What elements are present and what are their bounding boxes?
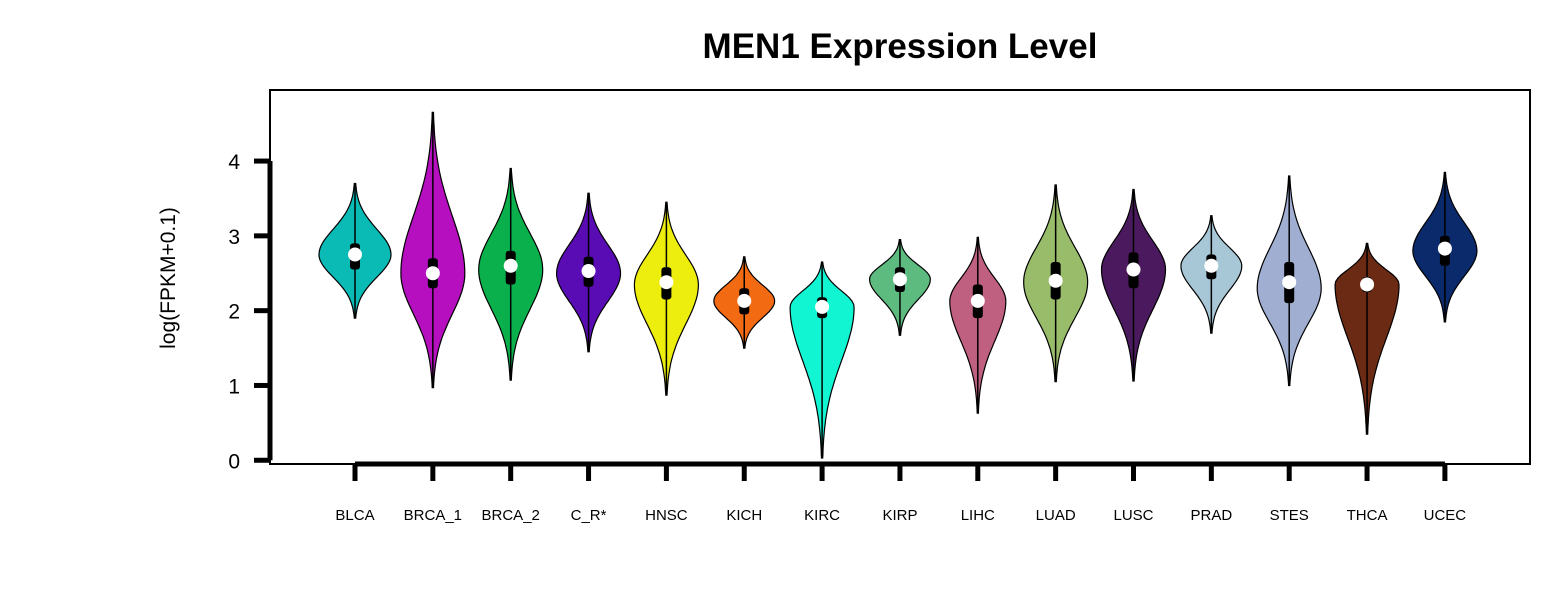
x-tick-label: LUSC (1113, 507, 1153, 524)
x-tick-label: PRAD (1191, 507, 1233, 524)
x-tick-label: KIRP (882, 507, 917, 524)
violins-group (318, 111, 1478, 459)
violin-median-point-BRCA_1 (425, 266, 440, 281)
violin-median-point-UCEC (1437, 241, 1452, 256)
violin-median-point-THCA (1360, 277, 1375, 292)
violin-median-point-BLCA (348, 247, 362, 262)
y-axis-label: log(FPKM+0.1) (157, 207, 180, 349)
x-tick-label: LIHC (961, 507, 995, 524)
y-tick-label: 2 (228, 301, 240, 324)
y-tick-label: 0 (228, 450, 240, 473)
violin-median-point-STES (1282, 275, 1297, 290)
y-axis: 0 1 2 3 4 (228, 151, 273, 473)
violin-median-point-KICH (737, 293, 752, 308)
violin-median-point-HNSC (659, 275, 674, 290)
x-tick-label: UCEC (1424, 507, 1467, 524)
x-tick-label: THCA (1347, 507, 1388, 524)
x-axis: BLCA BRCA_1 BRCA_2 C_R* HNSC KICH KIRC KIRP LIHC… (335, 461, 1467, 524)
violin-median-point-KIRC (815, 299, 830, 314)
x-tick-label: LUAD (1036, 507, 1076, 524)
x-tick-label: STES (1270, 507, 1309, 524)
x-tick-label: KICH (726, 507, 762, 524)
violin-median-point-LIHC (970, 293, 985, 308)
x-tick-label: C_R* (571, 507, 607, 524)
violin-median-point-KIRP (892, 272, 907, 287)
violin-median-point-LUSC (1126, 262, 1141, 277)
x-tick-label: BLCA (335, 507, 374, 524)
violin-median-point-PRAD (1204, 258, 1219, 273)
violin-median-point-LUAD (1048, 273, 1063, 288)
x-tick-label: BRCA_1 (404, 507, 462, 524)
y-tick-label: 1 (228, 375, 240, 398)
y-tick-label: 3 (228, 226, 240, 249)
x-tick-label: HNSC (645, 507, 688, 524)
y-tick-label: 4 (228, 151, 240, 174)
chart-title: MEN1 Expression Level (703, 27, 1098, 66)
x-tick-label: KIRC (804, 507, 840, 524)
violin-median-point-C_R* (581, 264, 596, 279)
violin-median-point-BRCA_2 (503, 258, 518, 273)
x-tick-label: BRCA_2 (482, 507, 540, 524)
